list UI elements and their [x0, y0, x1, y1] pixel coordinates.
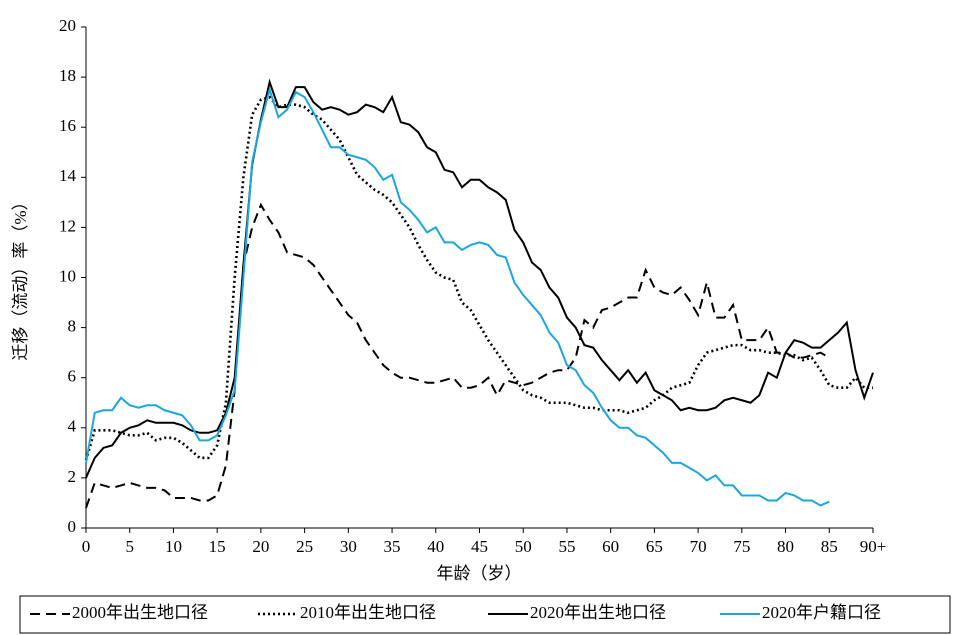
x-tick-label: 75 — [733, 537, 750, 556]
x-tick-label: 20 — [252, 537, 269, 556]
legend-label: 2020年出生地口径 — [530, 603, 666, 622]
x-tick-label: 30 — [340, 537, 357, 556]
x-tick-label: 85 — [821, 537, 838, 556]
y-tick-label: 12 — [59, 216, 76, 235]
series-line — [84, 95, 873, 461]
series-line — [85, 202, 830, 509]
x-tick-label: 35 — [384, 537, 401, 556]
x-tick-label: 60 — [602, 537, 619, 556]
x-tick-label: 10 — [165, 537, 182, 556]
x-tick-label: 55 — [558, 537, 575, 556]
x-tick-label: 40 — [427, 537, 444, 556]
x-tick-label: 90+ — [860, 537, 887, 556]
legend-label: 2000年出生地口径 — [72, 603, 208, 622]
y-tick-label: 20 — [59, 16, 76, 35]
legend-label: 2010年出生地口径 — [300, 603, 436, 622]
y-tick-label: 0 — [68, 517, 77, 536]
x-tick-label: 0 — [82, 537, 91, 556]
x-tick-label: 70 — [690, 537, 707, 556]
series-line — [85, 86, 830, 507]
y-axis-title: 迁移（流动）率（%） — [11, 193, 30, 360]
x-tick-label: 5 — [125, 537, 134, 556]
legend-box — [19, 595, 951, 634]
x-tick-label: 45 — [471, 537, 488, 556]
y-tick-label: 16 — [59, 116, 76, 135]
x-tick-label: 65 — [646, 537, 663, 556]
x-axis-title: 年龄（岁） — [437, 564, 522, 583]
y-tick-label: 6 — [68, 367, 77, 386]
y-tick-label: 10 — [59, 266, 76, 285]
x-tick-label: 15 — [209, 537, 226, 556]
series-line — [85, 78, 874, 479]
x-tick-label: 25 — [296, 537, 313, 556]
x-tick-label: 50 — [515, 537, 532, 556]
y-tick-label: 4 — [68, 417, 77, 436]
x-tick-label: 80 — [777, 537, 794, 556]
legend-label: 2020年户籍口径 — [762, 603, 881, 622]
y-tick-label: 18 — [59, 66, 76, 85]
y-tick-label: 2 — [68, 467, 77, 486]
y-tick-label: 14 — [59, 166, 77, 185]
y-tick-label: 8 — [68, 317, 77, 336]
